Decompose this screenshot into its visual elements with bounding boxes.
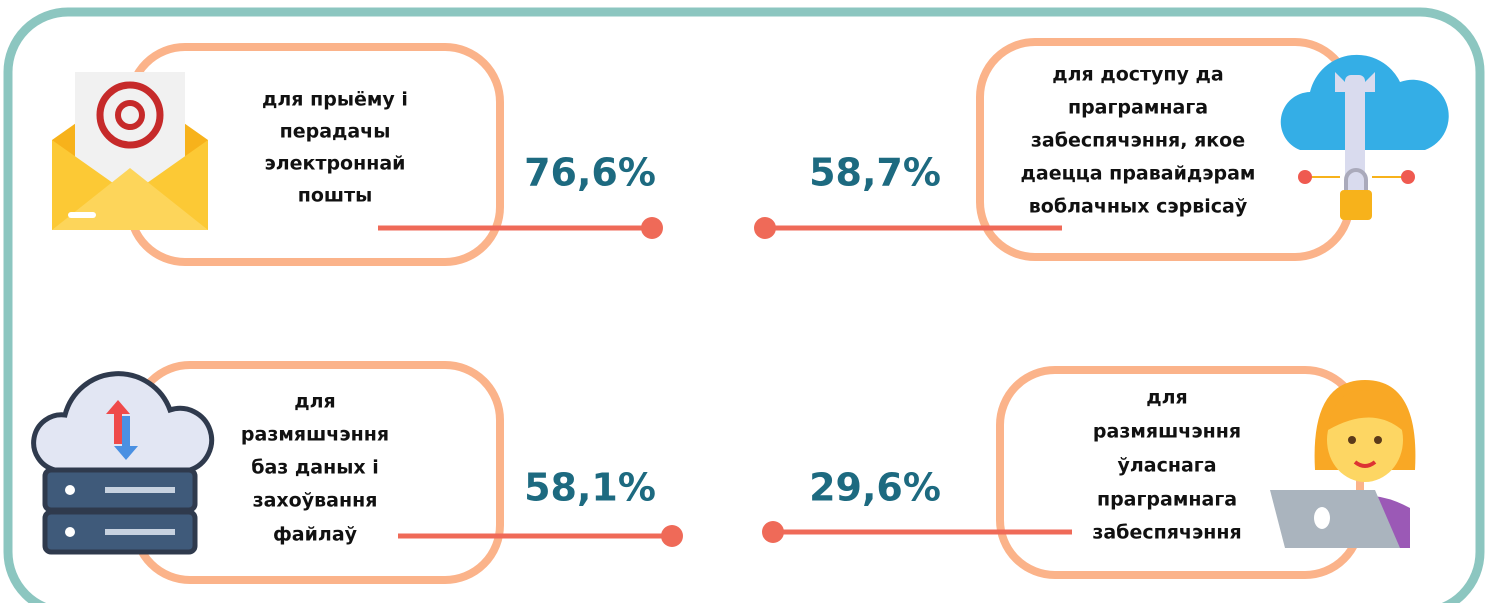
cloud-icon [1281, 55, 1449, 220]
item-value: 29,6% [809, 466, 941, 510]
dot [661, 525, 683, 547]
item-label: размяшчэння [1093, 421, 1241, 443]
item-value: 58,7% [809, 151, 941, 195]
item-label: для доступу да [1052, 64, 1223, 86]
item-label: воблачных сэрвісаў [1029, 196, 1248, 218]
frame [8, 12, 1480, 603]
dot [641, 217, 663, 239]
item-label: размяшчэння [241, 424, 389, 446]
dot [754, 217, 776, 239]
item-label: электроннай [264, 153, 405, 175]
item-label: захоўвання [253, 490, 378, 512]
item-label: для [294, 391, 335, 413]
item-label: даецца правайдэрам [1021, 163, 1256, 185]
person-icon [1270, 380, 1415, 548]
item-value: 76,6% [524, 151, 656, 195]
item-label: перадачы [280, 121, 391, 143]
item-label: забеспячэння [1092, 522, 1241, 544]
item-label: баз даных і [251, 457, 379, 479]
item-label: праграмнага [1097, 489, 1237, 511]
item-label: файлаў [273, 524, 358, 546]
item-label: для прыёму і [262, 89, 408, 111]
item-label: ўласнага [1117, 455, 1216, 477]
item-value: 58,1% [524, 466, 656, 510]
server-icon [34, 374, 212, 552]
email-icon [52, 72, 208, 230]
item-label: для [1146, 387, 1187, 409]
item-label: праграмнага [1068, 97, 1208, 119]
item-label: пошты [298, 185, 373, 207]
item-label: забеспячэння, якое [1031, 130, 1245, 152]
infographic: для прыёму і перадачы электроннай пошты 76,6… [0, 0, 1488, 603]
dot [762, 521, 784, 543]
